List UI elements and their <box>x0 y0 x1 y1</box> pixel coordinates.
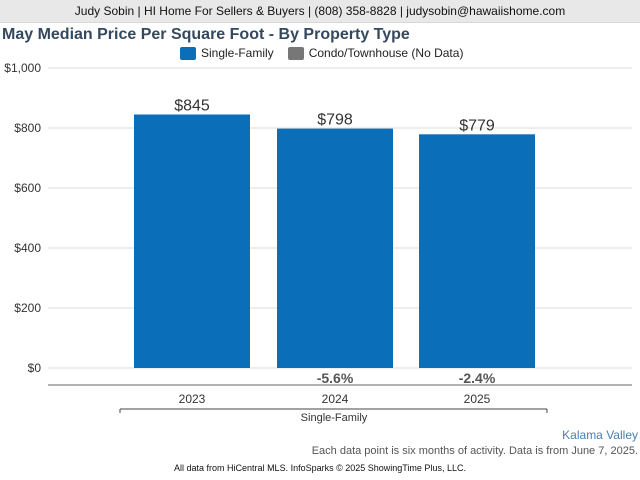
legend-item-single-family[interactable]: Single-Family <box>180 46 274 60</box>
y-tick-label: $200 <box>14 301 41 315</box>
change-label: -2.4% <box>459 370 496 386</box>
contact-line: Judy Sobin | HI Home For Sellers & Buyer… <box>74 4 566 18</box>
y-tick-label: $1,000 <box>4 61 41 75</box>
chart-legend: Single-Family Condo/Townhouse (No Data) <box>180 45 477 61</box>
change-label: -5.6% <box>317 370 354 386</box>
x-tick-label: 2023 <box>179 392 206 406</box>
y-tick-label: $600 <box>14 181 41 195</box>
bar-2023 <box>134 114 250 368</box>
legend-swatch-single-family <box>180 46 196 60</box>
legend-label-single-family: Single-Family <box>201 46 274 60</box>
x-tick-label: 2024 <box>322 392 349 406</box>
y-tick-label: $0 <box>28 361 42 375</box>
contact-header: Judy Sobin | HI Home For Sellers & Buyer… <box>0 0 640 23</box>
region-label: Kalama Valley <box>562 428 638 442</box>
data-credit: All data from HiCentral MLS. InfoSparks … <box>174 463 466 473</box>
legend-label-condo: Condo/Townhouse (No Data) <box>308 46 464 60</box>
group-label: Single-Family <box>301 412 368 424</box>
bar-value-label: $798 <box>317 112 353 129</box>
bar-2025 <box>419 134 535 368</box>
x-tick-label: 2025 <box>464 392 491 406</box>
y-tick-label: $800 <box>14 121 41 135</box>
legend-item-condo[interactable]: Condo/Townhouse (No Data) <box>287 46 464 60</box>
y-tick-label: $400 <box>14 241 41 255</box>
bar-value-label: $779 <box>459 117 495 134</box>
bar-2024 <box>277 128 393 368</box>
bar-value-label: $845 <box>174 98 210 115</box>
legend-swatch-condo <box>287 46 304 60</box>
data-footnote: Each data point is six months of activit… <box>311 445 638 457</box>
chart-title: May Median Price Per Square Foot - By Pr… <box>2 26 410 43</box>
group-bracket <box>119 408 548 413</box>
